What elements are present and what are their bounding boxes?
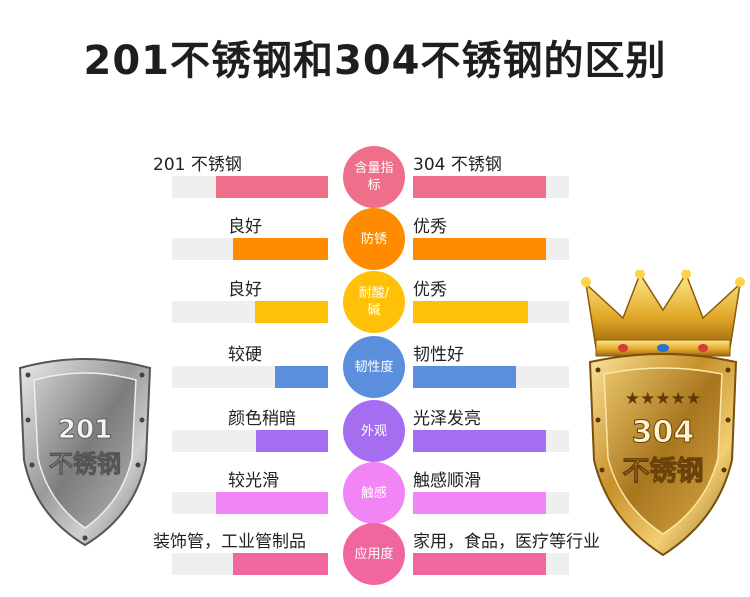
comparison-row: 颜色稍暗 光泽发亮外观 (0, 400, 750, 466)
left-label: 较硬 (228, 345, 262, 365)
category-badge: 触感 (343, 462, 405, 524)
comparison-row: 装饰管，工业管制品 家用，食品，医疗等行业应用度 (0, 523, 750, 589)
comparison-row: 良好 优秀防锈 (0, 208, 750, 274)
comparison-row: 较硬 韧性好韧性度 (0, 336, 750, 402)
category-label: 触感 (360, 485, 387, 501)
comparison-row: 良好 优秀 耐酸/碱 (0, 271, 750, 337)
right-label: 优秀 (413, 280, 447, 300)
comparison-row: 201 不锈钢 304 不锈钢 含量指标 (0, 146, 750, 212)
left-badge-number: 201 (58, 415, 112, 445)
right-label: 家用，食品，医疗等行业 (413, 532, 600, 552)
category-label: 应用度 (354, 546, 394, 562)
right-badge-text: 不锈钢 (623, 456, 704, 487)
category-label: 韧性度 (354, 359, 394, 375)
left-bar (233, 553, 328, 575)
right-bar (413, 553, 546, 575)
comparison-row: 较光滑 触感顺滑触感 (0, 462, 750, 528)
left-label: 良好 (228, 217, 262, 237)
left-badge-text: 不锈钢 (49, 450, 121, 478)
right-label: 光泽发亮 (413, 409, 481, 429)
right-bar (413, 430, 546, 452)
left-label: 良好 (228, 280, 262, 300)
right-bar (413, 176, 546, 198)
category-badge: 防锈 (343, 208, 405, 270)
left-bar (255, 301, 328, 323)
category-label: 防锈 (360, 231, 387, 247)
right-badge-number: 304 (632, 415, 695, 450)
right-label: 304 不锈钢 (413, 155, 502, 175)
category-label: 耐酸/碱 (358, 286, 390, 318)
silver-shield-badge: 201 不锈钢 (10, 350, 160, 554)
left-bar (256, 430, 328, 452)
right-bar (413, 301, 528, 323)
category-badge: 含量指标 (343, 146, 405, 208)
right-bar (413, 366, 516, 388)
right-label: 触感顺滑 (413, 471, 481, 491)
category-label: 含量指标 (354, 161, 394, 193)
right-label: 韧性好 (413, 345, 464, 365)
right-bar (413, 492, 546, 514)
category-badge: 应用度 (343, 523, 405, 585)
crown-icon (581, 269, 745, 357)
category-label: 外观 (360, 423, 387, 439)
left-bar (216, 176, 328, 198)
left-bar (216, 492, 328, 514)
right-bar (413, 238, 546, 260)
rating-stars: ★★★★★ (625, 389, 701, 409)
category-badge: 韧性度 (343, 336, 405, 398)
right-label: 优秀 (413, 217, 447, 237)
category-badge: 耐酸/碱 (343, 271, 405, 333)
page-title: 201不锈钢和304不锈钢的区别 (83, 38, 667, 84)
gold-shield-badge: ★★★★★ 304 不锈钢 (578, 269, 748, 574)
left-label: 较光滑 (228, 471, 279, 491)
left-bar (275, 366, 328, 388)
left-label: 颜色稍暗 (228, 409, 296, 429)
left-label: 装饰管，工业管制品 (153, 532, 306, 552)
category-badge: 外观 (343, 400, 405, 462)
left-label: 201 不锈钢 (153, 155, 242, 175)
left-bar (233, 238, 328, 260)
